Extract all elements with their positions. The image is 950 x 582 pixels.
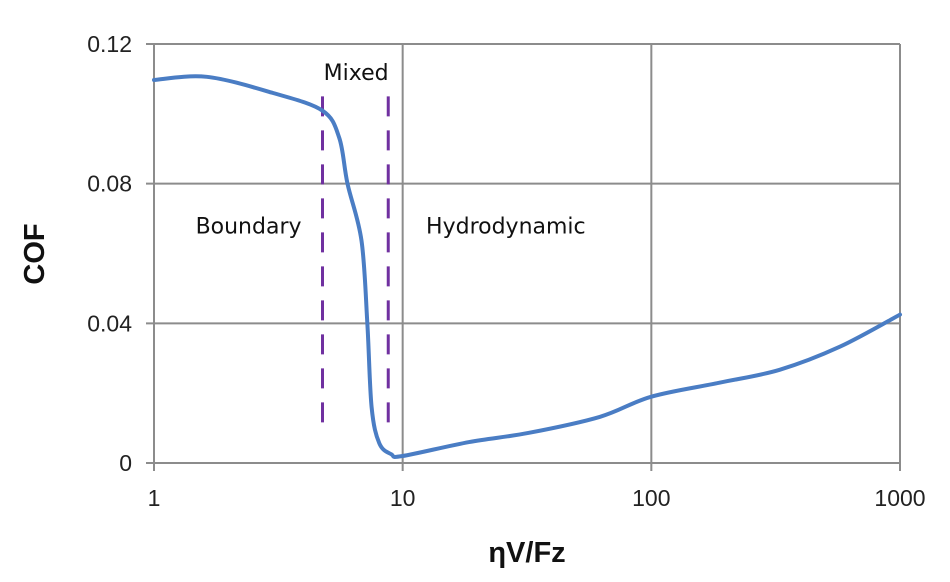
annotations: Mixed Boundary Hydrodynamic: [196, 61, 586, 240]
region-label: Boundary: [196, 215, 302, 240]
tick-labels: 0 0.04 0.08 0.12 1 10 100 1000: [87, 31, 925, 511]
y-tick-label: 0: [119, 450, 132, 476]
cof-curve: [152, 74, 902, 459]
y-tick-label: 0.04: [87, 310, 132, 336]
y-tick-label: 0.08: [87, 171, 132, 197]
x-tick-label: 1: [148, 485, 161, 511]
x-tick-label: 10: [390, 485, 416, 511]
y-tick-label: 0.12: [87, 31, 132, 57]
grid: [146, 43, 901, 471]
region-label: Mixed: [324, 61, 389, 86]
x-tick-label: 1000: [874, 485, 925, 511]
y-axis-label: COF: [19, 223, 51, 284]
regime-boundaries: [320, 96, 390, 428]
x-tick-label: 100: [632, 485, 670, 511]
region-label: Hydrodynamic: [426, 215, 586, 240]
x-axis-label: ηV/Fz: [488, 537, 565, 569]
